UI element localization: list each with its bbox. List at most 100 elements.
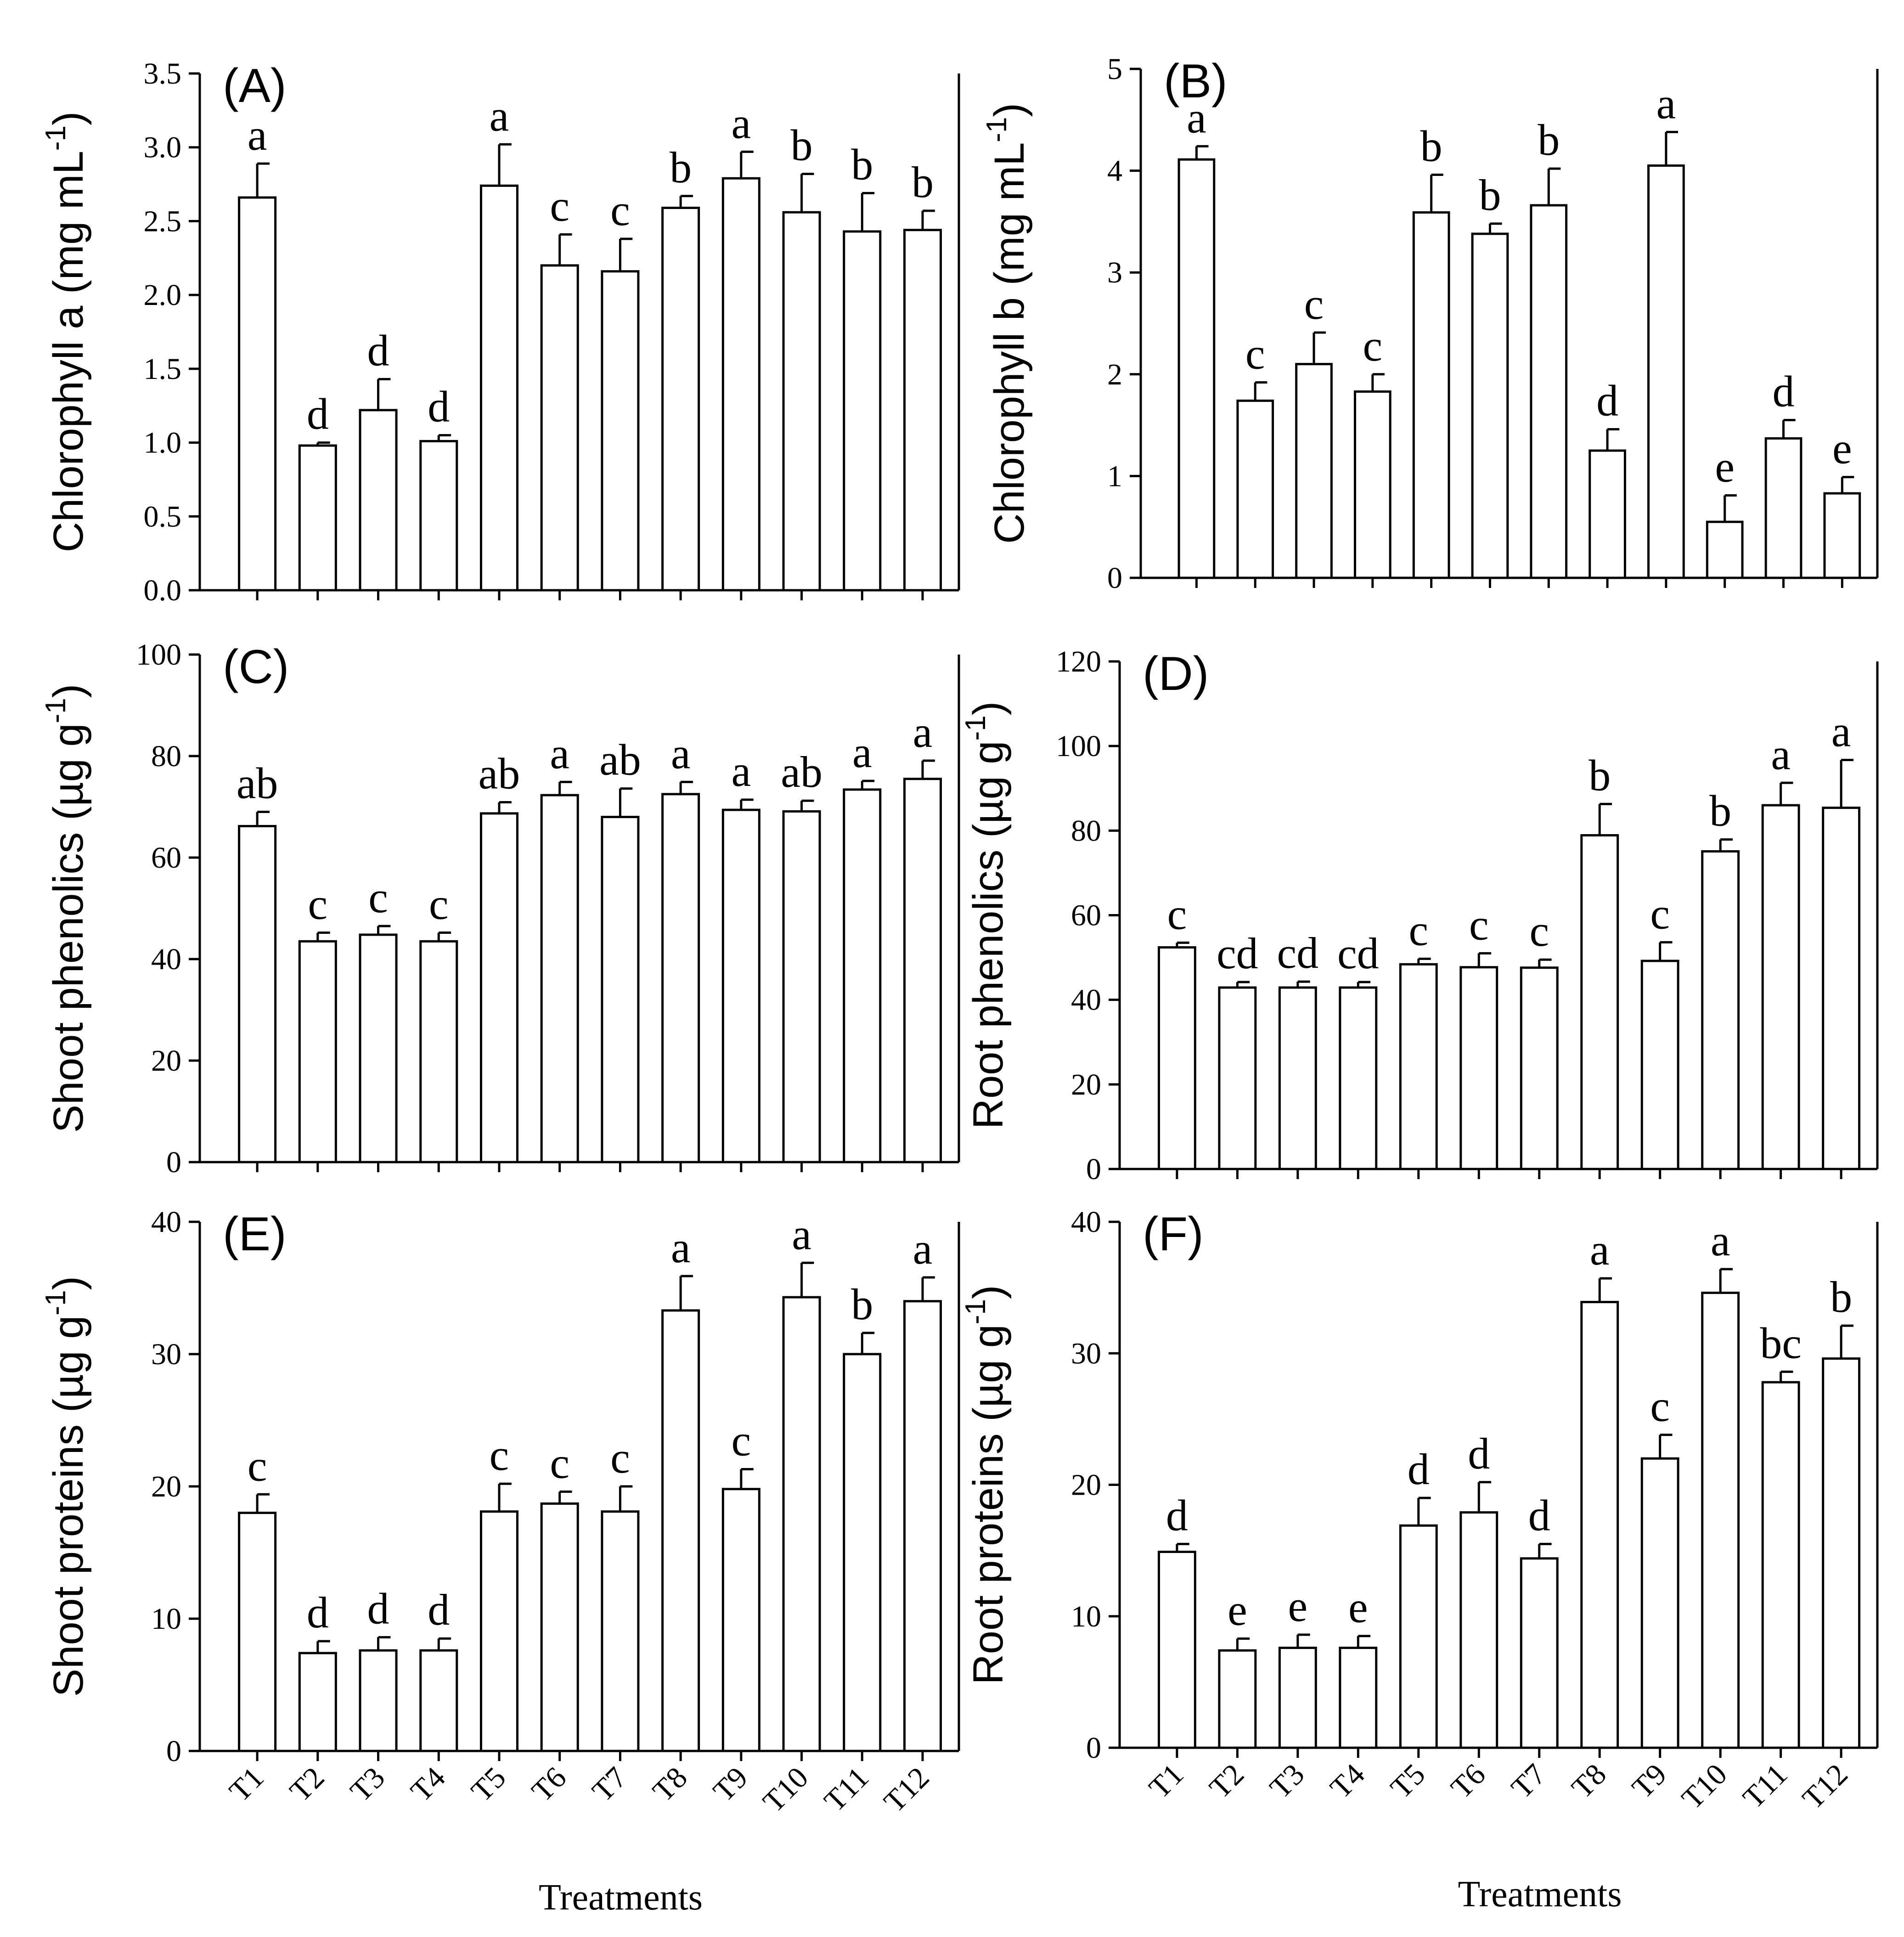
significance-letter-T5: a — [490, 91, 509, 140]
significance-letter-T8: a — [1590, 1225, 1610, 1274]
significance-letter-T11: b — [851, 1280, 873, 1329]
bar-T9 — [1640, 1457, 1679, 1749]
bar-T3 — [359, 933, 398, 1163]
y-tick-label: 2 — [1107, 358, 1122, 391]
chart-panel-1: 0.0 0.5 1.0 1.5 2.0 2.5 3.0 3.5 Chlorophyll a (m… — [40, 57, 960, 607]
bar-T5 — [479, 1510, 518, 1752]
bar-T7 — [601, 816, 640, 1163]
chart-panel-3: 0 20 40 60 80 100 Shoot phenolics (µg g-1) (C) a… — [40, 638, 960, 1179]
y-axis-title-main: Chlorophyll b (mg mL — [986, 142, 1033, 544]
y-tick-label: 20 — [151, 1044, 181, 1078]
bar-T4 — [1339, 986, 1378, 1170]
significance-letter-T12: b — [1830, 1272, 1852, 1321]
significance-letter-T2: c — [308, 880, 328, 929]
significance-letter-T10: a — [1711, 1216, 1730, 1265]
significance-letter-T1: a — [1187, 93, 1206, 142]
significance-letter-T4: e — [1348, 1583, 1368, 1632]
significance-letter-T6: a — [550, 728, 569, 778]
bar-T3 — [359, 1649, 398, 1752]
y-tick-label: 4 — [1107, 154, 1122, 188]
significance-letter-T2: cd — [1217, 929, 1258, 978]
bar-T4 — [1354, 390, 1391, 579]
bar-T2 — [1218, 986, 1257, 1170]
y-axis-title-tail: ) — [965, 701, 1012, 716]
bar-T12 — [903, 229, 942, 592]
bar-T4 — [1339, 1646, 1378, 1749]
y-tick-label: 10 — [151, 1602, 181, 1636]
significance-letter-T1: c — [1167, 889, 1187, 938]
bar-T3 — [1278, 1646, 1317, 1749]
y-axis-title-main: Shoot proteins (µg g — [45, 1316, 92, 1697]
bar-T10 — [1701, 1292, 1740, 1749]
significance-letter-T11: a — [852, 728, 872, 777]
bar-T2 — [1218, 1649, 1257, 1749]
panel-label: (E) — [223, 1208, 287, 1261]
bar-T8 — [661, 1309, 700, 1752]
significance-letter-T10: ab — [781, 747, 822, 796]
y-axis-title-tail: ) — [965, 1285, 1012, 1299]
bar-T10 — [782, 211, 821, 592]
bar-T8 — [1580, 834, 1619, 1170]
y-tick-label: 1.0 — [144, 426, 182, 460]
significance-letter-T1: a — [248, 110, 267, 159]
y-axis-title: Shoot proteins (µg g-1) — [40, 1276, 92, 1697]
bar-T7 — [601, 1510, 640, 1752]
y-axis-title-tail: ) — [986, 103, 1033, 117]
y-axis-title-main: Root phenolics (µg g — [965, 741, 1012, 1129]
y-tick-label: 80 — [151, 740, 181, 773]
bar-T12 — [903, 1300, 942, 1752]
y-axis-title-superscript: -1 — [40, 698, 72, 723]
significance-letter-T10: b — [1709, 786, 1731, 836]
bar-T9 — [721, 808, 760, 1163]
significance-letter-T11: bc — [1760, 1318, 1802, 1367]
bar-T7 — [1520, 1557, 1559, 1749]
significance-letter-T12: b — [912, 158, 934, 207]
significance-letter-T6: c — [550, 181, 569, 230]
bar-T7 — [1520, 966, 1559, 1170]
significance-letter-T3: c — [368, 873, 388, 922]
y-tick-label: 3.0 — [144, 131, 182, 164]
panel-label: (B) — [1164, 55, 1228, 108]
significance-letter-T5: c — [490, 1430, 509, 1480]
bar-T6 — [540, 264, 579, 592]
bar-T6 — [1459, 966, 1498, 1170]
y-axis-title-tail: ) — [45, 684, 92, 698]
bar-T12 — [1822, 1357, 1861, 1749]
significance-letter-T10: a — [792, 1209, 811, 1259]
bar-T8 — [1580, 1301, 1619, 1749]
y-tick-label: 10 — [1071, 1600, 1101, 1633]
y-tick-label: 0 — [1086, 1152, 1101, 1186]
y-axis-title: Chlorophyll b (mg mL-1) — [981, 103, 1033, 544]
significance-letter-T12: a — [913, 707, 933, 757]
significance-letter-T1: ab — [237, 759, 278, 808]
significance-letter-T4: cd — [1337, 929, 1379, 978]
bar-T1 — [1177, 158, 1216, 579]
significance-letter-T9: c — [1650, 889, 1670, 938]
chart-panel-4: 0 20 40 60 80 100 120 Root phenolics (µg g-1) (D… — [960, 645, 1879, 1186]
y-tick-label: 40 — [151, 943, 181, 976]
significance-letter-T11: a — [1771, 729, 1791, 779]
bar-T2 — [298, 1652, 337, 1752]
bar-T4 — [419, 1649, 458, 1752]
significance-letter-T10: e — [1715, 442, 1735, 491]
bar-T3 — [359, 409, 398, 592]
significance-letter-T12: e — [1832, 424, 1852, 473]
y-tick-label: 3 — [1107, 256, 1122, 289]
bar-T12 — [1822, 807, 1861, 1170]
y-tick-label: 3.5 — [144, 57, 182, 90]
y-axis-title: Root proteins (µg g-1) — [960, 1285, 1012, 1684]
bar-T3 — [1278, 986, 1317, 1170]
significance-letter-T9: c — [732, 1416, 751, 1465]
significance-letter-T12: a — [1831, 707, 1851, 756]
bar-T11 — [1761, 1381, 1800, 1749]
x-axis-title: Treatments — [1458, 1874, 1622, 1914]
y-axis-title: Shoot phenolics (µg g-1) — [40, 684, 92, 1133]
bar-T6 — [540, 1502, 579, 1752]
bar-T4 — [419, 940, 458, 1163]
y-axis-title: Root phenolics (µg g-1) — [960, 701, 1012, 1129]
y-axis-title-tail: ) — [45, 1276, 92, 1290]
y-tick-label: 2.5 — [144, 204, 182, 238]
significance-letter-T12: a — [913, 1224, 933, 1273]
